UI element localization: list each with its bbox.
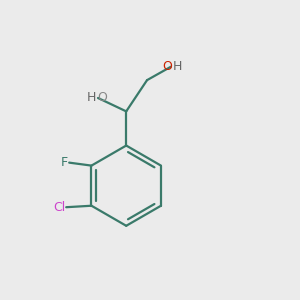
Text: F: F — [60, 156, 68, 169]
Text: H: H — [172, 60, 182, 73]
Text: Cl: Cl — [53, 201, 66, 214]
Text: O: O — [97, 92, 107, 104]
Text: O: O — [162, 60, 172, 73]
Text: H: H — [87, 92, 97, 104]
